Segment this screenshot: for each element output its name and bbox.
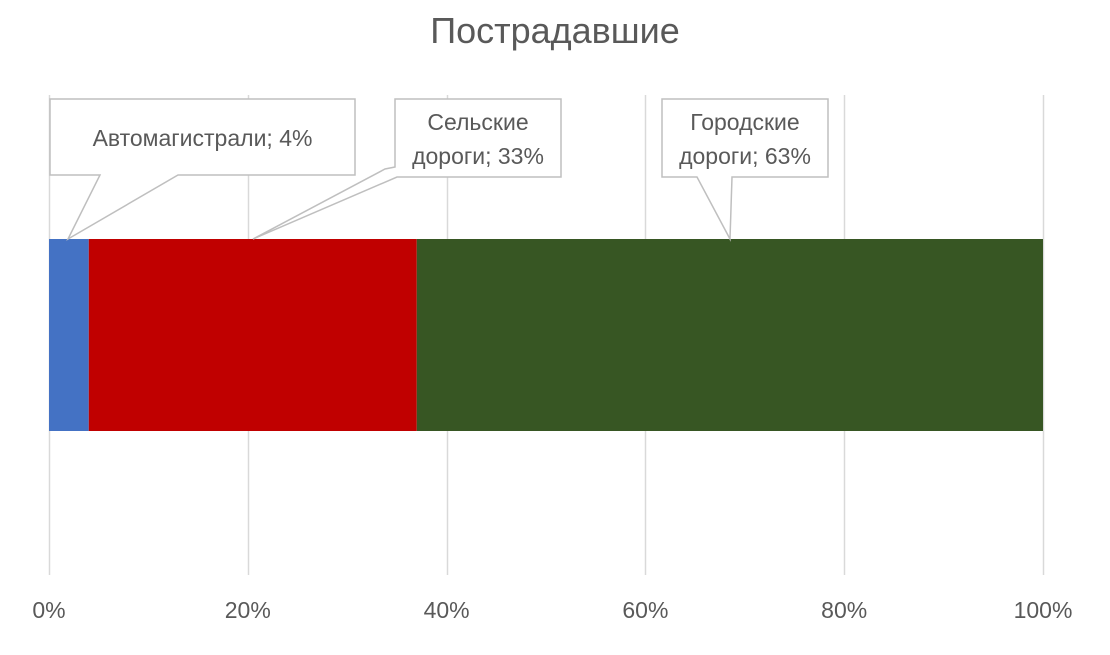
x-axis-ticks: 0% 20% 40% 60% 80% 100% <box>32 597 1072 623</box>
data-label-callout-2: Городские дороги; 63% <box>661 98 829 242</box>
x-tick-label: 20% <box>225 597 271 623</box>
x-tick-label: 60% <box>622 597 668 623</box>
x-tick-label: 100% <box>1014 597 1073 623</box>
x-tick-label: 0% <box>32 597 65 623</box>
data-label-callout-1: Сельские дороги; 33% <box>252 98 562 240</box>
bar-segment-2 <box>416 239 1043 431</box>
callout-box <box>49 98 356 241</box>
callout-box <box>661 98 829 242</box>
data-callouts: Автомагистрали; 4% Сельские дороги; 33% Гор… <box>49 98 829 242</box>
x-tick-label: 40% <box>424 597 470 623</box>
data-label-callout-0: Автомагистрали; 4% <box>49 98 356 241</box>
chart-title: Пострадавшие <box>430 10 680 51</box>
bar-segment-1 <box>88 239 417 431</box>
x-tick-label: 80% <box>821 597 867 623</box>
callout-label: Сельские дороги; 33% <box>412 109 544 169</box>
bar-segments <box>49 239 1043 431</box>
callout-label: Городские дороги; 63% <box>679 109 811 169</box>
callout-box <box>252 98 562 240</box>
callout-label: Автомагистрали; 4% <box>93 125 313 151</box>
bar-segment-0 <box>49 239 89 431</box>
